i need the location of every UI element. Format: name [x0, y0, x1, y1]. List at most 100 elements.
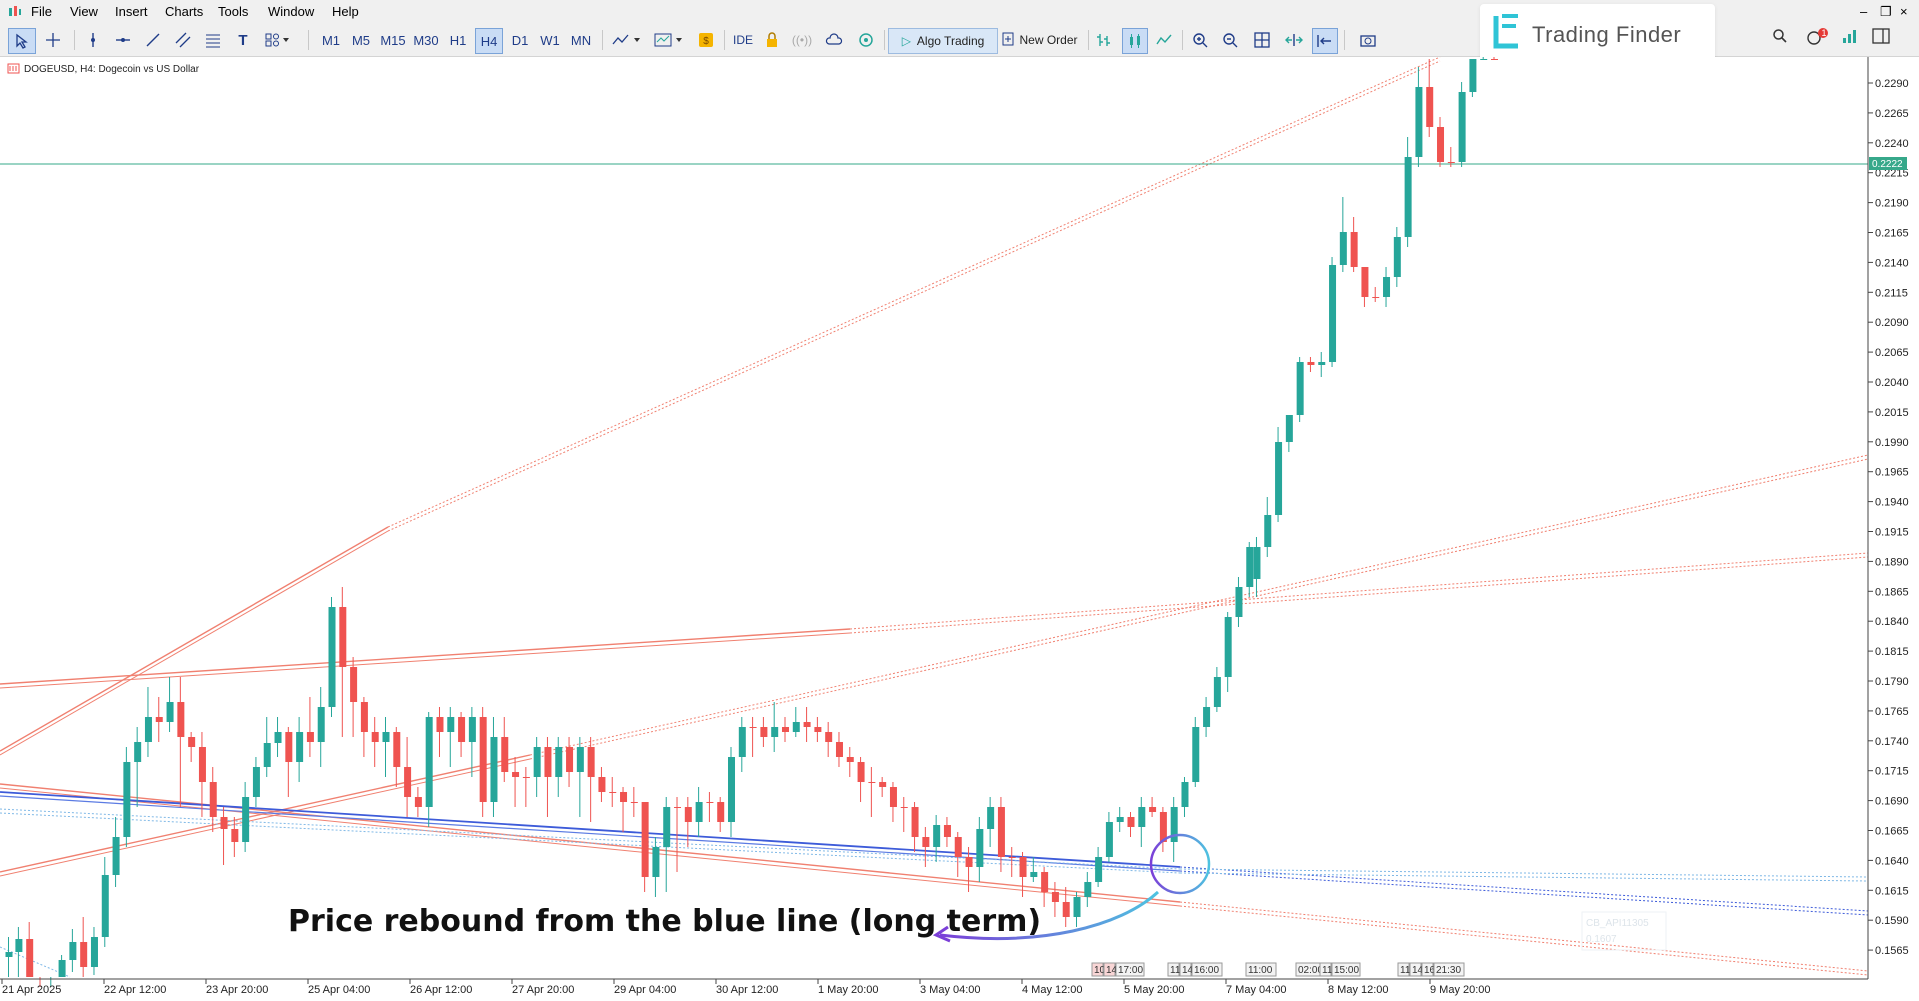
candlestick-icon[interactable] [1122, 28, 1148, 54]
menu-file[interactable]: File [31, 4, 52, 19]
shapes-icon[interactable] [260, 28, 296, 52]
bullish-candle [15, 939, 23, 952]
price-tick-label: 0.2140 [1875, 257, 1909, 269]
zoom-out-icon[interactable] [1218, 28, 1242, 52]
timeframe-h4[interactable]: H4 [475, 28, 503, 54]
timeframe-h1[interactable]: H1 [449, 32, 467, 48]
timeframe-m5[interactable]: M5 [351, 32, 371, 48]
bearish-candle [911, 807, 919, 837]
line-chart-icon[interactable] [1152, 28, 1176, 52]
rebound-highlight-circle [1149, 833, 1211, 895]
market-watch-icon[interactable] [854, 28, 878, 52]
cloud-icon[interactable] [822, 28, 846, 52]
bullish-candle [263, 743, 271, 767]
menu-tools[interactable]: Tools [218, 4, 249, 19]
time-marker-box [1103, 962, 1116, 977]
fibonacci-icon[interactable] [200, 28, 226, 52]
bullish-candle [490, 737, 498, 802]
signal-icon[interactable]: ((•)) [791, 33, 813, 47]
time-marker-box [1331, 962, 1361, 977]
lock-icon[interactable] [760, 28, 784, 52]
new-order-label: New Order [1019, 33, 1078, 47]
rising-channel-top-line-2 [0, 530, 389, 756]
window-minimize-icon[interactable]: – [1860, 4, 1868, 19]
price-tick-label: 0.1840 [1875, 616, 1909, 628]
bearish-candle [285, 732, 293, 762]
date-tick-label: 4 May 12:00 [1022, 984, 1083, 996]
channel-icon[interactable] [170, 28, 196, 52]
timeframe-w1[interactable]: W1 [540, 32, 560, 48]
menu-insert[interactable]: Insert [115, 4, 148, 19]
bullish-candle [976, 829, 984, 867]
messages-icon[interactable] [1806, 28, 1828, 49]
bullish-candle [317, 707, 325, 742]
menu-charts[interactable]: Charts [165, 4, 204, 19]
templates-icon[interactable] [652, 28, 686, 52]
window-restore-icon[interactable]: ❐ [1880, 4, 1892, 19]
mid-resistance-projection [849, 552, 1869, 630]
price-tick-label: 0.1915 [1875, 527, 1909, 539]
bearish-candle [458, 717, 466, 742]
menu-help[interactable]: Help [332, 4, 359, 19]
rising-channel-top-line[interactable] [0, 526, 389, 752]
bar-chart-icon[interactable] [1092, 28, 1116, 52]
bearish-candle [814, 727, 822, 732]
price-tick-label: 0.2165 [1875, 228, 1909, 240]
chart-shift-icon[interactable] [1312, 28, 1338, 54]
time-marker-box [1433, 962, 1465, 977]
bearish-candle [1051, 892, 1059, 902]
bullish-candle [1296, 362, 1304, 415]
bearish-candle [587, 747, 595, 777]
blue-projection [1179, 866, 1869, 912]
zoom-in-icon[interactable] [1188, 28, 1212, 52]
vertical-line-icon[interactable] [80, 28, 106, 52]
bullish-candle [1275, 442, 1283, 515]
bearish-candle [1350, 232, 1358, 267]
price-tick-label: 0.1565 [1875, 945, 1909, 957]
timeframe-mn[interactable]: MN [570, 32, 592, 48]
bullish-candle [425, 717, 433, 807]
date-tick-label: 25 Apr 04:00 [308, 984, 370, 996]
search-icon[interactable] [1772, 28, 1788, 47]
bearish-candle [1491, 59, 1498, 60]
window-close-icon[interactable]: × [1900, 4, 1908, 19]
time-marker-label: 16:00 [1194, 965, 1219, 976]
rising-support-line[interactable] [0, 754, 531, 873]
algo-trading-button[interactable]: ▷ Algo Trading [888, 28, 998, 54]
date-tick-label: 27 Apr 20:00 [512, 984, 574, 996]
signal-strength-icon[interactable] [1842, 28, 1858, 47]
chart-title: DOGEUSD, H4: Dogecoin vs US Dollar [24, 64, 200, 75]
timeframe-d1[interactable]: D1 [511, 32, 529, 48]
coin-icon[interactable]: $ [694, 28, 718, 52]
bullish-candle [1393, 237, 1401, 277]
tile-windows-icon[interactable] [1250, 28, 1274, 52]
mid-resistance-line[interactable] [0, 628, 851, 685]
price-tick-label: 0.1690 [1875, 796, 1909, 808]
timeframe-m15[interactable]: M15 [380, 32, 406, 48]
timeframe-m1[interactable]: M1 [321, 32, 341, 48]
cursor-icon[interactable] [8, 28, 36, 54]
bearish-candle [1159, 812, 1167, 842]
price-tick-label: 0.2115 [1875, 287, 1908, 299]
new-order-button[interactable]: New Order [1000, 28, 1080, 52]
ide-button[interactable]: IDE [732, 33, 753, 47]
bearish-candle [997, 807, 1005, 857]
timeframe-m30[interactable]: M30 [413, 32, 439, 48]
horizontal-line-icon[interactable] [110, 28, 136, 52]
time-marker-label: 14 [1182, 965, 1194, 976]
chart-type-icon[interactable] [610, 28, 644, 52]
crosshair-icon[interactable] [40, 28, 66, 52]
bullish-candle [1404, 157, 1412, 237]
screenshot-icon[interactable] [1356, 28, 1380, 52]
menu-window[interactable]: Window [268, 4, 315, 19]
menu-view[interactable]: View [70, 4, 98, 19]
text-tool-icon[interactable]: T [238, 31, 248, 49]
bullish-candle [1224, 617, 1232, 677]
bullish-candle [1469, 59, 1477, 92]
layout-icon[interactable] [1872, 28, 1890, 47]
auto-scroll-icon[interactable] [1282, 28, 1306, 52]
trendline-icon[interactable] [140, 28, 166, 52]
bearish-candle [630, 802, 638, 803]
